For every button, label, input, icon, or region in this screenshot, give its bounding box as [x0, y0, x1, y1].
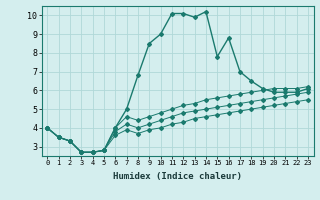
X-axis label: Humidex (Indice chaleur): Humidex (Indice chaleur) — [113, 172, 242, 181]
